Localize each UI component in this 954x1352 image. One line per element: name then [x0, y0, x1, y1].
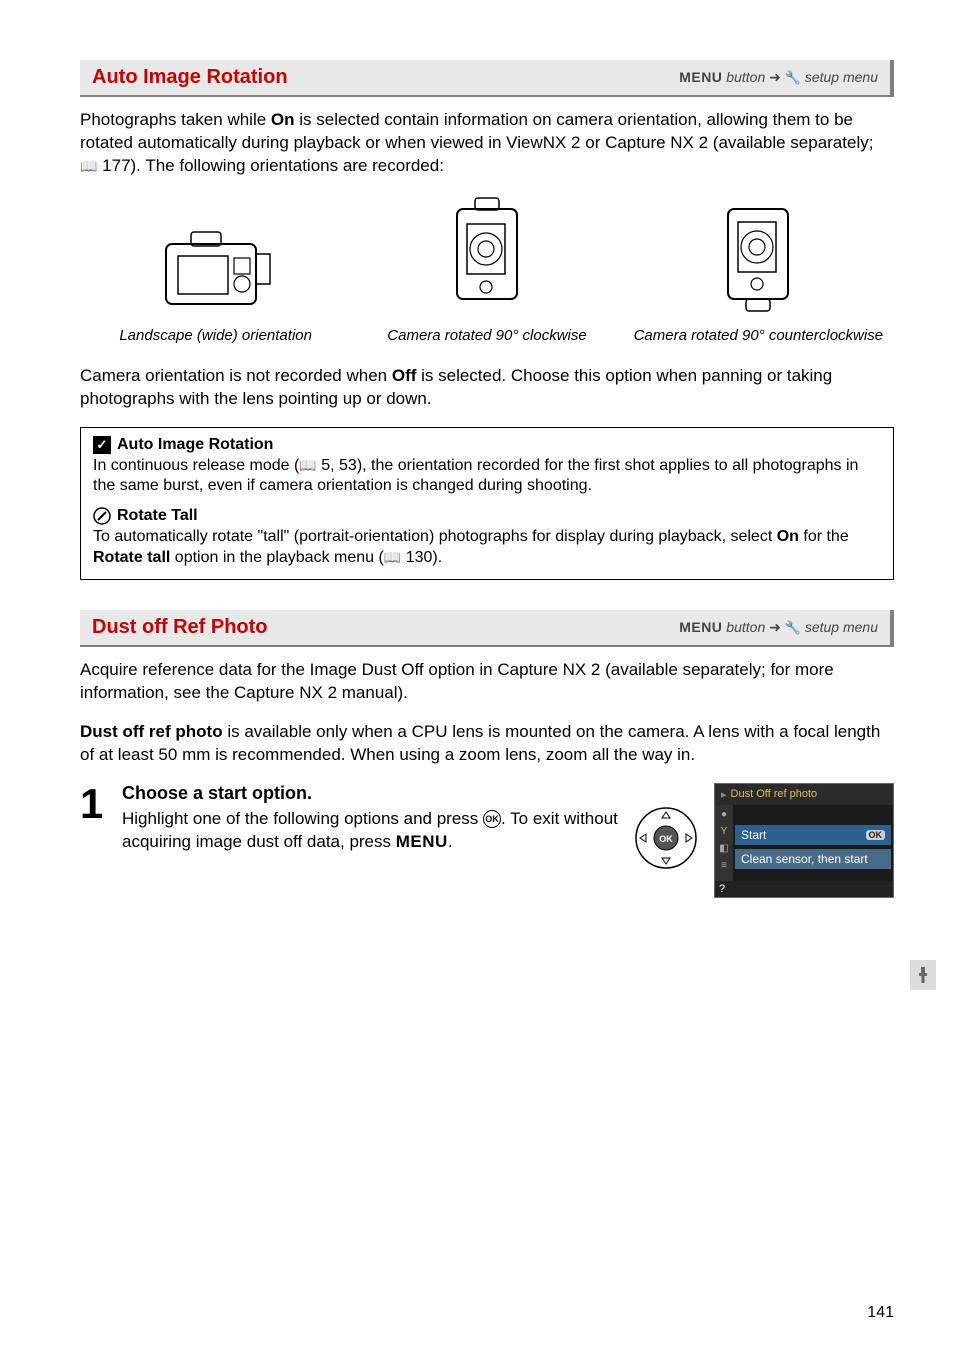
menu-literal: MENU [679, 619, 722, 635]
info-box: ✓ Auto Image Rotation In continuous rele… [80, 427, 894, 580]
step-title: Choose a start option. [122, 783, 620, 804]
note-icon [93, 507, 111, 525]
menu-row-clean-sensor: Clean sensor, then start [735, 849, 891, 869]
orientation-captions: Landscape (wide) orientation Camera rota… [80, 327, 894, 345]
menu-row-start: Start OK [735, 825, 891, 845]
side-tab-setup-icon [910, 960, 936, 990]
step-1: 1 Choose a start option. Highlight one o… [80, 783, 894, 898]
caption-90ccw: Camera rotated 90° counterclockwise [623, 327, 894, 345]
section-title: Dust off Ref Photo [92, 616, 268, 639]
multi-selector-icon: OK [632, 804, 700, 877]
orientation-figures [80, 194, 894, 319]
caution-icon: ✓ [93, 436, 111, 454]
ok-button-icon: OK [483, 810, 501, 828]
caption-landscape: Landscape (wide) orientation [80, 327, 351, 345]
dust-para-1: Acquire reference data for the Image Dus… [80, 659, 894, 705]
wrench-icon [785, 619, 801, 635]
section-header-auto-rotation: Auto Image Rotation MENU button setup me… [80, 60, 894, 97]
info-body-2: To automatically rotate "tall" (portrait… [93, 527, 881, 569]
menu-screen-dust-off: ▸ Dust Off ref photo ● Y ◧ ≡ Start OK [714, 783, 894, 898]
retouch-icon: ◧ [719, 843, 728, 854]
info-heading-2: Rotate Tall [93, 507, 881, 525]
section-menuhint: MENU button setup menu [679, 69, 878, 86]
book-icon: 📖 [80, 158, 97, 174]
wrench-icon [785, 69, 801, 85]
menu-literal: MENU [679, 69, 722, 85]
arrow-right-icon [769, 619, 781, 635]
intro-para-2: Camera orientation is not recorded when … [80, 365, 894, 411]
step-text: Highlight one of the following options a… [122, 808, 620, 854]
section-header-dust-off: Dust off Ref Photo MENU button setup men… [80, 610, 894, 647]
menu-screen-title: ▸ Dust Off ref photo [715, 784, 893, 805]
camera-90ccw-icon [623, 194, 894, 319]
arrow-right-icon [769, 69, 781, 85]
recent-icon: ≡ [721, 860, 727, 871]
camera-90cw-icon [351, 194, 622, 319]
ok-pill-icon: OK [866, 830, 886, 840]
section-title: Auto Image Rotation [92, 66, 288, 89]
dot-icon: ● [721, 809, 727, 820]
book-icon: 📖 [299, 457, 316, 473]
wrench-small-icon: Y [721, 826, 728, 837]
page-number: 141 [867, 1304, 894, 1322]
menu-help-row: ? [715, 881, 893, 897]
camera-landscape-icon [80, 224, 351, 319]
caption-90cw: Camera rotated 90° clockwise [351, 327, 622, 345]
dust-para-2: Dust off ref photo is available only whe… [80, 721, 894, 767]
step-number: 1 [80, 783, 110, 825]
book-icon: 📖 [384, 549, 401, 565]
info-heading-1: ✓ Auto Image Rotation [93, 436, 881, 454]
section-menuhint: MENU button setup menu [679, 619, 878, 636]
step-graphics: OK ▸ Dust Off ref photo ● Y ◧ ≡ [632, 783, 894, 898]
menu-left-strip: ● Y ◧ ≡ [715, 805, 733, 881]
intro-para-1: Photographs taken while On is selected c… [80, 109, 894, 178]
svg-text:OK: OK [659, 834, 673, 844]
info-body-1: In continuous release mode (📖 5, 53), th… [93, 456, 881, 498]
